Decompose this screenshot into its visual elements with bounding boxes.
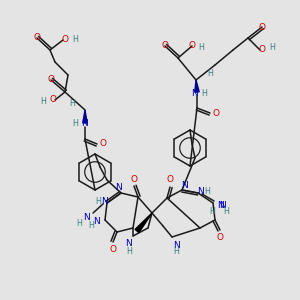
Text: O: O [100, 140, 106, 148]
Text: N: N [93, 218, 99, 226]
Text: O: O [217, 232, 224, 242]
Polygon shape [83, 110, 87, 123]
Text: H: H [201, 88, 207, 98]
Text: O: O [161, 41, 169, 50]
Text: H: H [126, 247, 132, 256]
Text: O: O [130, 175, 137, 184]
Text: H: H [69, 100, 75, 109]
Text: N: N [81, 119, 87, 128]
Text: O: O [34, 34, 40, 43]
Text: H: H [72, 34, 78, 43]
Text: H: H [207, 68, 213, 77]
Text: N: N [217, 200, 224, 209]
Text: H: H [76, 220, 82, 229]
Text: H: H [269, 44, 275, 52]
Text: O: O [259, 46, 266, 55]
Text: N: N [115, 184, 122, 193]
Text: O: O [61, 35, 68, 44]
Text: N: N [219, 200, 225, 209]
Text: H: H [72, 119, 78, 128]
Polygon shape [135, 213, 152, 233]
Text: O: O [50, 95, 56, 104]
Text: N: N [190, 88, 197, 98]
Text: H: H [209, 208, 215, 217]
Text: O: O [110, 244, 116, 253]
Text: N: N [198, 188, 204, 196]
Text: H: H [204, 188, 210, 196]
Text: H: H [95, 197, 101, 206]
Text: H: H [40, 98, 46, 106]
Text: N: N [84, 212, 90, 221]
Text: N: N [100, 197, 107, 206]
Text: O: O [259, 22, 266, 32]
Text: O: O [167, 176, 173, 184]
Text: O: O [188, 41, 196, 50]
Text: N: N [126, 239, 132, 248]
Text: N: N [181, 181, 188, 190]
Text: O: O [212, 109, 220, 118]
Text: N: N [172, 241, 179, 250]
Polygon shape [195, 80, 199, 92]
Text: H: H [198, 43, 204, 52]
Text: H: H [88, 220, 94, 230]
Text: H: H [223, 208, 229, 217]
Text: H: H [173, 248, 179, 256]
Text: O: O [47, 76, 55, 85]
